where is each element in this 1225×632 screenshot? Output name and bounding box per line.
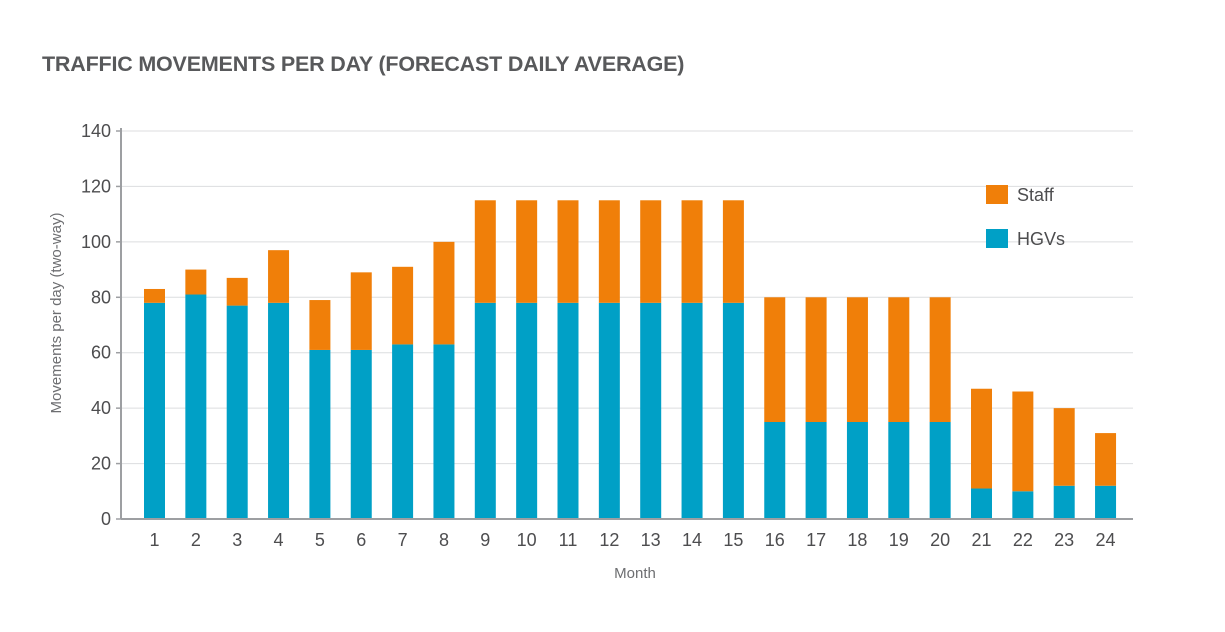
bar-hgvs [268, 302, 290, 519]
bar-hgvs [144, 302, 165, 519]
bar-staff [1012, 391, 1034, 492]
x-tick-label: 15 [723, 530, 743, 550]
bar-staff [392, 266, 414, 345]
bar-hgvs [805, 422, 827, 519]
bar-staff [640, 200, 662, 303]
x-tick-label: 19 [889, 530, 909, 550]
x-tick-label: 9 [480, 530, 490, 550]
legend-swatch-staff [986, 185, 1008, 204]
bar-staff [350, 272, 372, 350]
bar-staff [805, 297, 827, 422]
y-tick-label: 80 [91, 287, 111, 307]
bar-hgvs [1095, 485, 1117, 519]
x-tick-label: 17 [806, 530, 826, 550]
x-tick-label: 24 [1096, 530, 1116, 550]
bar-hgvs [474, 302, 496, 519]
bar-hgvs [888, 422, 910, 519]
bar-staff [598, 200, 620, 303]
bar-staff [516, 200, 538, 303]
bar-hgvs [681, 302, 703, 519]
bar-hgvs [971, 488, 992, 519]
x-axis-title: Month [614, 565, 656, 582]
x-tick-label: 20 [930, 530, 950, 550]
x-tick-label: 12 [599, 530, 619, 550]
x-tick-label: 8 [439, 530, 449, 550]
bar-hgvs [557, 302, 579, 519]
bar-staff [888, 297, 910, 422]
y-tick-label: 0 [101, 509, 111, 529]
x-tick-labels: 1 2 3 4 5 6 7 8 9 10 11 12 13 14 15 16 17 18 19 20 21 22 23 24 [149, 530, 1115, 550]
grid-lines [121, 130, 1133, 465]
bar-hgvs [1012, 491, 1034, 519]
bar-staff [1053, 408, 1075, 486]
x-tick-label: 21 [971, 530, 991, 550]
bar-hgvs [226, 305, 248, 519]
x-tick-label: 13 [641, 530, 661, 550]
x-tick-label: 7 [398, 530, 408, 550]
y-tick-label: 100 [81, 232, 111, 252]
x-tick-label: 10 [517, 530, 537, 550]
y-axis-title: Movements per day (two-way) [48, 213, 65, 414]
x-tick-label: 11 [559, 530, 578, 550]
bar-hgvs [722, 302, 744, 519]
bar-staff [971, 388, 992, 489]
bar-hgvs [392, 344, 414, 519]
x-tick-label: 18 [847, 530, 867, 550]
bar-hgvs [640, 302, 662, 519]
x-tick-label: 3 [232, 530, 242, 550]
bar-hgvs [1053, 485, 1075, 519]
x-tick-label: 4 [274, 530, 284, 550]
y-tick-label: 40 [91, 398, 111, 418]
bar-series [144, 200, 1117, 519]
bar-staff [433, 241, 455, 345]
bar-hgvs [309, 349, 331, 519]
bar-hgvs [846, 422, 868, 519]
x-tick-label: 23 [1054, 530, 1074, 550]
y-tick-label: 20 [91, 454, 111, 474]
y-tick-label: 60 [91, 343, 111, 363]
bar-hgvs [598, 302, 620, 519]
bar-staff [681, 200, 703, 303]
y-tick-label: 120 [81, 176, 111, 196]
bar-staff [268, 250, 290, 303]
bar-staff [722, 200, 744, 303]
bar-staff [144, 288, 165, 303]
legend: Staff HGVs [986, 185, 1065, 249]
bar-hgvs [929, 422, 951, 519]
bar-staff [557, 200, 579, 303]
bar-hgvs [185, 294, 207, 519]
bar-staff [185, 269, 207, 295]
x-tick-label: 6 [356, 530, 366, 550]
bar-staff [929, 297, 951, 422]
bar-staff [474, 200, 496, 303]
bar-hgvs [516, 302, 538, 519]
legend-label-hgvs: HGVs [1017, 229, 1065, 249]
x-tick-label: 2 [191, 530, 201, 550]
bar-hgvs [350, 349, 372, 519]
x-tick-label: 1 [149, 530, 159, 550]
legend-swatch-hgvs [986, 229, 1008, 248]
bar-staff [226, 277, 248, 306]
legend-label-staff: Staff [1017, 185, 1055, 205]
x-tick-label: 16 [765, 530, 785, 550]
chart-title: TRAFFIC MOVEMENTS PER DAY (FORECAST DAIL… [42, 52, 685, 76]
axes [120, 128, 1133, 520]
bar-staff [846, 297, 868, 422]
bar-staff [309, 300, 331, 350]
x-tick-label: 22 [1013, 530, 1033, 550]
bar-staff [1095, 433, 1117, 486]
bar-hgvs [433, 344, 455, 519]
y-tick-labels: 0 20 40 60 80 100 120 140 [81, 121, 121, 529]
bar-staff [764, 297, 786, 422]
bar-hgvs [764, 422, 786, 519]
x-tick-label: 14 [682, 530, 702, 550]
x-tick-label: 5 [315, 530, 325, 550]
y-tick-label: 140 [81, 121, 111, 141]
